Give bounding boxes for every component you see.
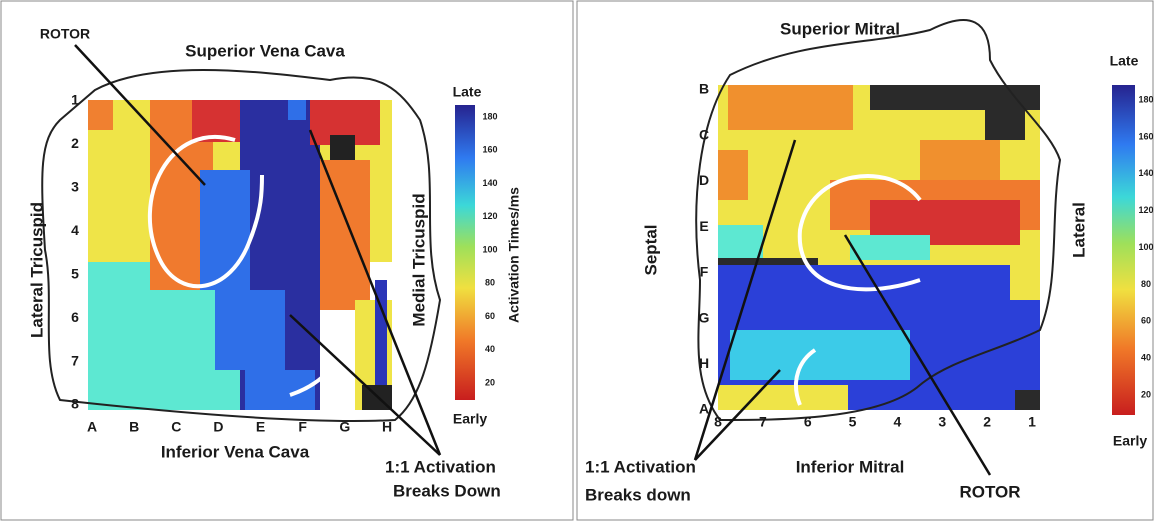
colorbar-tick: 80	[1141, 279, 1151, 289]
colorbar-top: Late	[453, 84, 482, 100]
column-label: 8	[714, 414, 722, 430]
colorbar-tick: 160	[1138, 131, 1153, 141]
colorbar-tick: 20	[1141, 389, 1151, 399]
row-label: 8	[71, 396, 79, 412]
row-label: 4	[71, 222, 79, 238]
annotation: Breaks Down	[393, 481, 501, 500]
annotation: 1:1 Activation	[585, 457, 696, 476]
column-label: 6	[804, 414, 812, 430]
row-label: H	[699, 355, 709, 371]
column-label: 2	[983, 414, 991, 430]
column-label: G	[339, 419, 350, 435]
colorbar-tick: 180	[482, 111, 497, 121]
colorbar-tick: 60	[485, 311, 495, 321]
side-label: Lateral Tricuspid	[27, 202, 46, 338]
colorbar-top: Late	[1110, 53, 1139, 69]
column-label: 4	[894, 414, 902, 430]
colorbar-tick: 180	[1138, 94, 1153, 104]
colorbar-tick: 100	[482, 244, 497, 254]
row-label: G	[699, 309, 710, 325]
colorbar-tick: 20	[485, 377, 495, 387]
column-label: D	[213, 419, 223, 435]
column-label: 5	[849, 414, 857, 430]
row-label: 5	[71, 265, 79, 281]
column-label: H	[382, 419, 392, 435]
rotor-label: ROTOR	[959, 482, 1020, 501]
colorbar-title: Activation Times/ms	[506, 187, 522, 323]
colorbar-tick: 60	[1141, 316, 1151, 326]
row-label: 2	[71, 135, 79, 151]
row-label: D	[699, 172, 709, 188]
rotor-label: ROTOR	[40, 26, 90, 42]
row-label: 7	[71, 352, 79, 368]
colorbar-tick: 160	[482, 145, 497, 155]
row-label: 3	[71, 179, 79, 195]
column-label: 3	[938, 414, 946, 430]
column-label: F	[298, 419, 307, 435]
map-title: Superior Mitral	[780, 19, 900, 38]
column-label: 7	[759, 414, 767, 430]
colorbar-tick: 40	[1141, 353, 1151, 363]
side-label: Medial Tricuspid	[409, 193, 428, 326]
colorbar-tick: 100	[1138, 242, 1153, 252]
map-title: Superior Vena Cava	[185, 41, 345, 60]
figure: Superior Vena Cava Inferior Vena Cava RO…	[0, 0, 1154, 521]
column-label: 1	[1028, 414, 1036, 430]
row-label: C	[699, 126, 709, 142]
side-label: Lateral	[1069, 202, 1088, 258]
side-label: Septal	[641, 224, 660, 275]
column-label: E	[256, 419, 265, 435]
row-label: 6	[71, 309, 79, 325]
annotation: 1:1 Activation	[385, 457, 496, 476]
column-label: A	[87, 419, 97, 435]
bottom-label: Inferior Vena Cava	[161, 442, 310, 461]
row-label: F	[700, 264, 709, 280]
annotation: Breaks down	[585, 485, 691, 504]
colorbar-tick: 40	[485, 344, 495, 354]
row-label: 1	[71, 92, 79, 108]
row-label: A	[699, 401, 709, 417]
colorbar-tick: 140	[482, 178, 497, 188]
colorbar-tick: 140	[1138, 168, 1153, 178]
colorbar-tick: 120	[1138, 205, 1153, 215]
colorbar-tick: 80	[485, 278, 495, 288]
colorbar-tick: 120	[482, 211, 497, 221]
bottom-label: Inferior Mitral	[796, 457, 905, 476]
colorbar-bottom: Early	[453, 411, 487, 427]
column-label: C	[171, 419, 181, 435]
row-label: B	[699, 81, 709, 97]
colorbar-bottom: Early	[1113, 433, 1147, 449]
row-label: E	[699, 218, 708, 234]
column-label: B	[129, 419, 139, 435]
